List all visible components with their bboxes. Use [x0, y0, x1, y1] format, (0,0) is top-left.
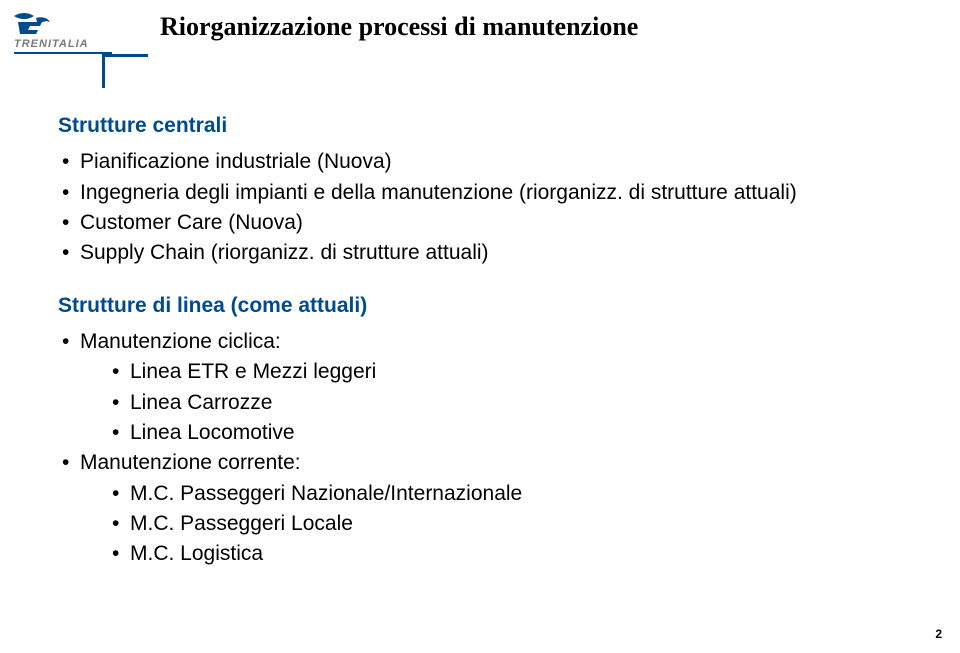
list-item: Linea ETR e Mezzi leggeri — [108, 358, 878, 386]
sublist: Linea ETR e Mezzi leggeri Linea Carrozze… — [108, 358, 878, 447]
section-heading: Strutture centrali — [58, 112, 878, 140]
section-list: Pianificazione industriale (Nuova) Ingeg… — [58, 148, 878, 267]
list-item: Linea Locomotive — [108, 419, 878, 447]
list-item: Customer Care (Nuova) — [58, 209, 878, 237]
list-item: Supply Chain (riorganizz. di strutture a… — [58, 239, 878, 267]
section-heading: Strutture di linea (come attuali) — [58, 292, 878, 320]
brand-logo: TRENITALIA — [12, 10, 122, 54]
list-item: Pianificazione industriale (Nuova) — [58, 148, 878, 176]
brand-underline — [14, 52, 112, 54]
slide-content: Strutture centrali Pianificazione indust… — [58, 112, 878, 593]
page-number: 2 — [935, 627, 942, 641]
list-item: Manutenzione ciclica: Linea ETR e Mezzi … — [58, 328, 878, 447]
fs-monogram-icon — [12, 10, 42, 40]
list-item: Linea Carrozze — [108, 389, 878, 417]
list-item-label: Manutenzione ciclica: — [80, 330, 281, 353]
section-list: Manutenzione ciclica: Linea ETR e Mezzi … — [58, 328, 878, 569]
list-item: M.C. Passeggeri Locale — [108, 510, 878, 538]
list-item: M.C. Logistica — [108, 540, 878, 568]
list-item-label: Manutenzione corrente: — [80, 451, 301, 474]
sublist: M.C. Passeggeri Nazionale/Internazionale… — [108, 480, 878, 569]
list-item: M.C. Passeggeri Nazionale/Internazionale — [108, 480, 878, 508]
title-marker-icon — [102, 54, 114, 84]
list-item: Manutenzione corrente: M.C. Passeggeri N… — [58, 449, 878, 568]
page-title: Riorganizzazione processi di manutenzion… — [160, 12, 638, 42]
list-item: Ingegneria degli impianti e della manute… — [58, 179, 878, 207]
